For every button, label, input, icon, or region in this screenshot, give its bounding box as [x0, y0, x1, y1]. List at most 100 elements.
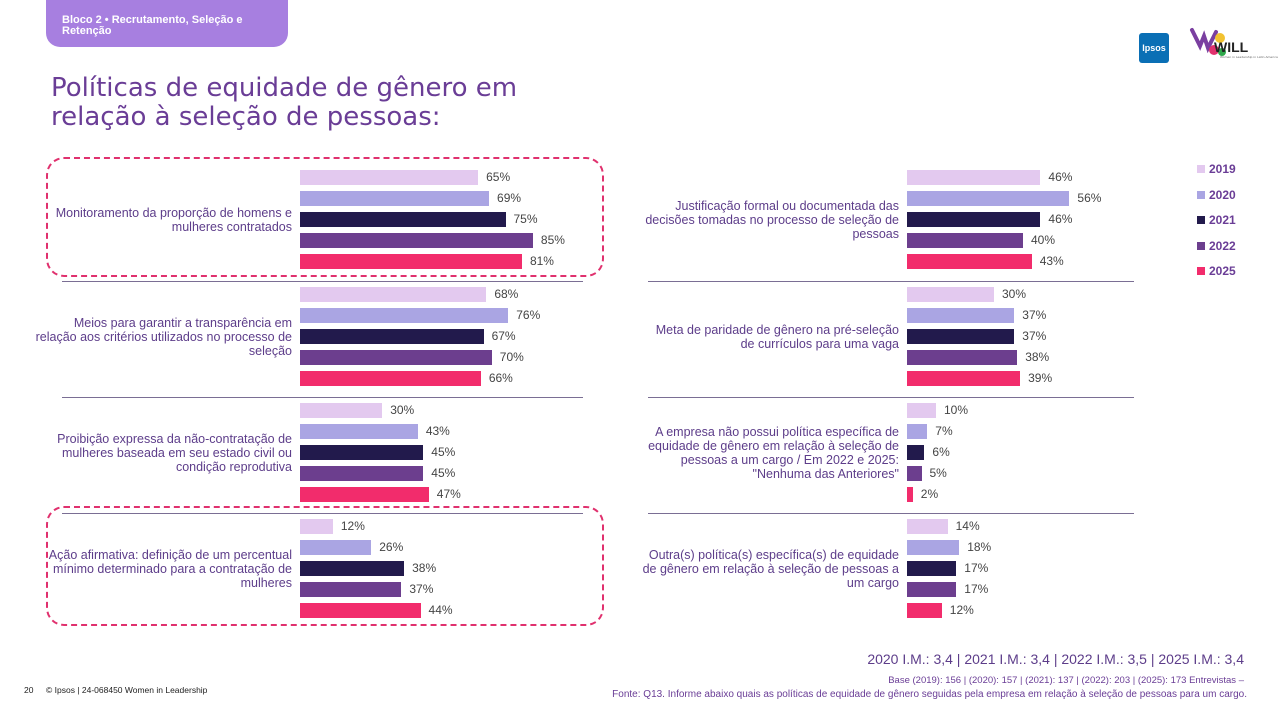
bar-2021 [907, 445, 925, 460]
group-separator [648, 397, 1134, 398]
bar-2025 [300, 371, 481, 386]
bar-value-label: 75% [513, 212, 538, 226]
bar-value-label: 37% [1022, 329, 1047, 343]
ipsos-logo: Ipsos [1139, 33, 1169, 63]
bar-2022 [300, 466, 424, 481]
will-logo-text: WILL [1214, 39, 1249, 55]
bar-2020 [300, 424, 418, 439]
category-label: Ação afirmativa: definição de um percent… [48, 547, 292, 590]
bar-2025 [300, 487, 429, 502]
bar-value-label: 43% [425, 424, 450, 438]
group-separator [62, 397, 583, 398]
bar-2022 [907, 233, 1023, 248]
legend-label: 2020 [1209, 187, 1236, 202]
bar-value-label: 12% [949, 603, 974, 617]
bar-2025 [907, 254, 1032, 269]
bar-2019 [907, 519, 948, 534]
bar-2019 [907, 403, 936, 418]
legend-swatch [1197, 165, 1205, 173]
bar-2025 [300, 603, 421, 618]
bar-value-label: 65% [486, 170, 511, 184]
legend-swatch [1197, 267, 1205, 275]
highlight-box [46, 157, 604, 277]
bar-value-label: 45% [431, 445, 456, 459]
legend-item-2025: 2025 [1197, 264, 1236, 278]
bar-value-label: 47% [436, 487, 461, 501]
category-label: Meios para garantir a transparência em r… [35, 315, 292, 358]
base-note: Base (2019): 156 | (2020): 157 | (2021):… [888, 675, 1244, 686]
bar-2021 [907, 329, 1015, 344]
bar-value-label: 2% [920, 487, 939, 501]
bar-value-label: 38% [1025, 350, 1050, 364]
legend-label: 2019 [1209, 162, 1236, 176]
highlight-box [46, 506, 604, 626]
bar-2025 [907, 371, 1021, 386]
category-label: Meta de paridade de gênero na pré-seleçã… [655, 322, 899, 351]
bar-value-label: 56% [1077, 191, 1102, 205]
bar-value-label: 46% [1048, 170, 1073, 184]
bar-value-label: 67% [491, 329, 516, 343]
legend-label: 2022 [1209, 238, 1236, 253]
bar-2022 [300, 350, 492, 365]
bar-2022 [907, 466, 922, 481]
bar-2019 [907, 287, 994, 302]
bar-value-label: 69% [497, 191, 522, 205]
bar-value-label: 81% [529, 254, 554, 268]
legend-item-2021: 2021 [1197, 213, 1236, 227]
page-title: Políticas de equidade de gênero em relaç… [51, 73, 518, 132]
bar-value-label: 39% [1028, 371, 1053, 385]
bar-value-label: 5% [929, 466, 947, 480]
bar-value-label: 76% [516, 308, 541, 322]
bar-2021 [300, 561, 405, 576]
legend-swatch [1197, 190, 1205, 199]
bar-2021 [300, 329, 484, 344]
group-separator [62, 513, 583, 514]
bar-value-label: 66% [488, 371, 513, 385]
group-separator [62, 281, 583, 282]
bar-2020 [300, 308, 509, 323]
bar-2020 [907, 424, 928, 439]
bar-value-label: 38% [412, 561, 437, 575]
bar-value-label: 30% [1002, 287, 1027, 301]
bar-2025 [907, 487, 913, 502]
bar-2021 [300, 212, 506, 227]
legend-label: 2025 [1209, 264, 1236, 278]
bar-value-label: 46% [1048, 212, 1073, 226]
copyright: © Ipsos | 24-068450 Women in Leadership [46, 685, 208, 695]
group-separator [648, 281, 1134, 282]
bar-value-label: 18% [967, 540, 992, 554]
will-logo-subtitle: Women in Leadership in Latin America [1220, 55, 1278, 59]
category-label: Monitoramento da proporção de homens e m… [55, 205, 292, 234]
bar-value-label: 85% [540, 233, 565, 247]
bar-value-label: 37% [409, 582, 434, 596]
bar-2022 [907, 582, 957, 597]
source-note: Fonte: Q13. Informe abaixo quais as polí… [612, 689, 1247, 700]
bar-value-label: 14% [955, 519, 980, 533]
legend-item-2022: 2022 [1197, 239, 1236, 253]
bar-2019 [300, 170, 479, 185]
bar-2020 [907, 308, 1015, 323]
bar-value-label: 43% [1039, 254, 1064, 268]
will-emblem-icon [1190, 28, 1226, 56]
legend-label: 2021 [1209, 213, 1236, 227]
bar-2025 [907, 603, 942, 618]
bar-value-label: 12% [340, 519, 365, 533]
bar-2019 [300, 403, 383, 418]
bar-value-label: 68% [494, 287, 519, 301]
bar-value-label: 6% [932, 445, 950, 459]
group-separator [648, 513, 1134, 514]
bar-2020 [907, 191, 1070, 206]
bar-value-label: 7% [935, 424, 953, 438]
bar-2020 [907, 540, 960, 555]
bar-2022 [300, 582, 402, 597]
bar-value-label: 30% [390, 403, 415, 417]
bar-value-label: 70% [499, 350, 524, 364]
bar-2019 [300, 287, 487, 302]
category-label: A empresa não possui política específica… [648, 424, 899, 481]
bar-2025 [300, 254, 522, 269]
category-label: Justificação formal ou documentada das d… [645, 198, 899, 241]
bar-value-label: 17% [964, 582, 989, 596]
bar-value-label: 10% [944, 403, 969, 417]
bar-2019 [907, 170, 1041, 185]
legend-item-2019: 2019 [1197, 162, 1236, 176]
